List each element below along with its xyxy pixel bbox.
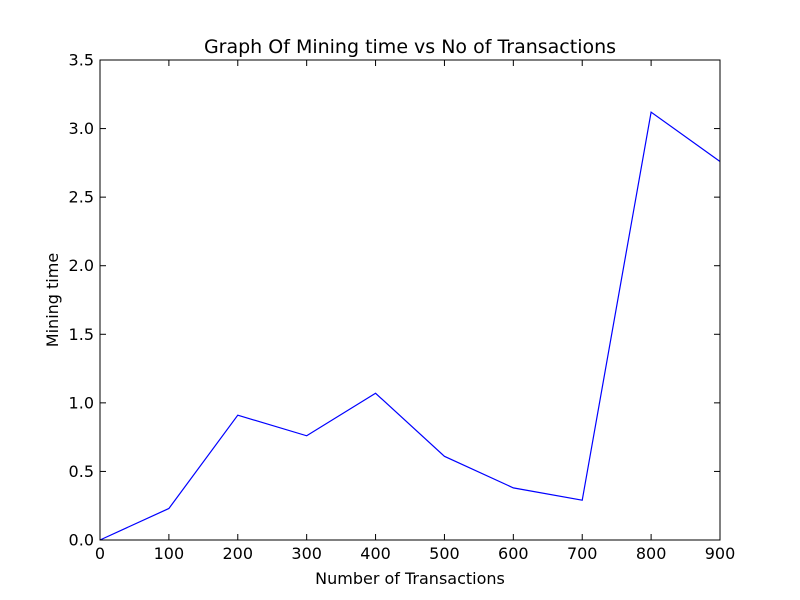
- series-layer: [99, 111, 721, 541]
- x-tick-label: 100: [154, 544, 185, 563]
- y-tick-label: 2.0: [69, 256, 94, 275]
- x-tick-label: 900: [705, 544, 736, 563]
- x-tick-label: 800: [636, 544, 667, 563]
- plot-frame: [99, 59, 721, 541]
- x-tick-label: 300: [291, 544, 322, 563]
- x-axis-label: Number of Transactions: [315, 569, 505, 588]
- y-tick-label: 2.5: [69, 188, 94, 207]
- x-tick-label: 0: [95, 544, 105, 563]
- chart-title: Graph Of Mining time vs No of Transactio…: [204, 36, 616, 58]
- x-tick-label: 700: [567, 544, 598, 563]
- y-tick-label: 3.0: [69, 119, 94, 138]
- y-axis-label: Mining time: [43, 253, 62, 347]
- y-tick-label: 3.5: [69, 51, 94, 70]
- x-tick-label: 500: [429, 544, 460, 563]
- y-tick-label: 0.5: [69, 462, 94, 481]
- x-tick-label: 400: [360, 544, 391, 563]
- y-tick-label: 1.5: [69, 325, 94, 344]
- x-tick-label: 200: [223, 544, 254, 563]
- axis-ticks: 0 100 200 300 400 500 600 700 800 900 0.0 0.5 1.0 1.5…: [69, 51, 736, 564]
- series-line: [99, 111, 721, 541]
- y-tick-label: 0.0: [69, 531, 94, 550]
- y-tick-label: 1.0: [69, 393, 94, 412]
- x-tick-label: 600: [498, 544, 529, 563]
